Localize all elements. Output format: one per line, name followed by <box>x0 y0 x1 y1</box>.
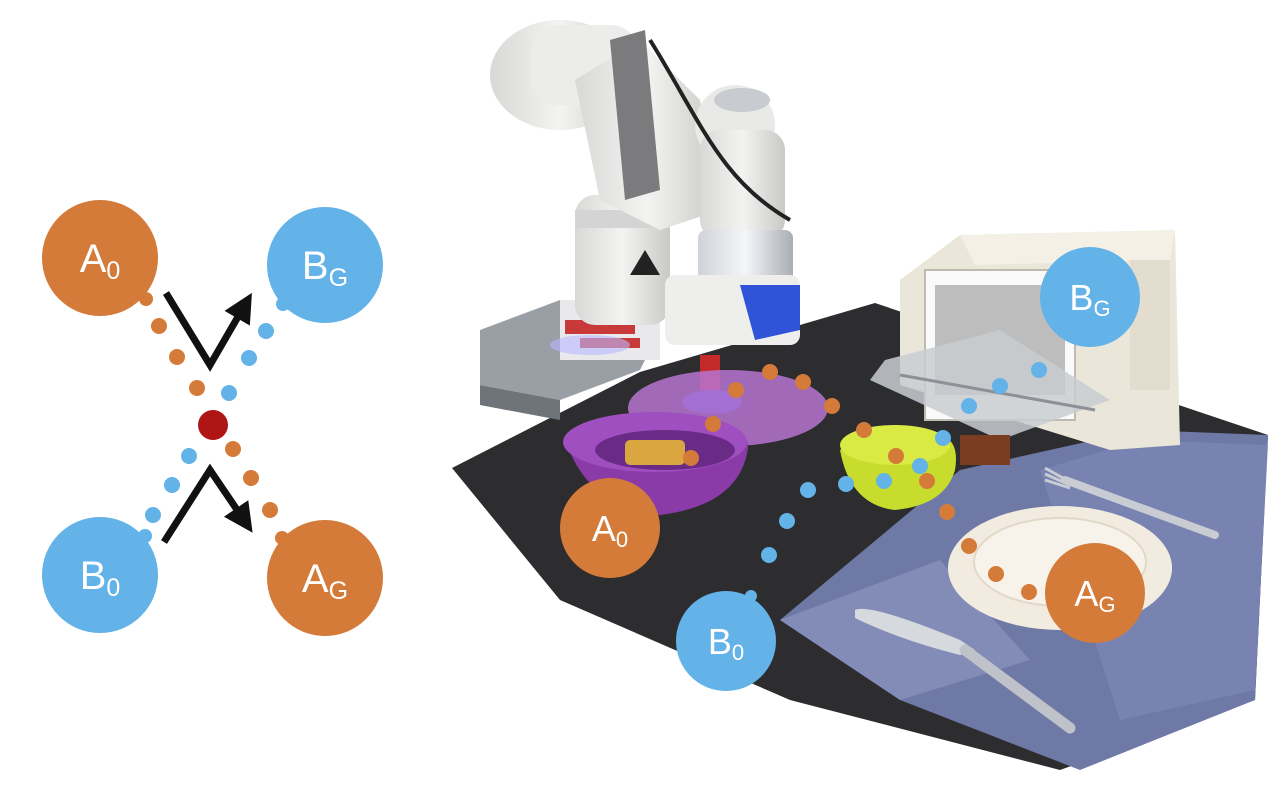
task-b-trajectory-dots <box>761 362 1047 563</box>
trajectory-dot <box>258 323 274 339</box>
trajectory-dot <box>800 482 816 498</box>
bubble-subscript: 0 <box>616 527 628 552</box>
trajectory-dot <box>761 547 777 563</box>
trajectory-dot <box>838 476 854 492</box>
trajectory-dot <box>705 416 721 432</box>
svg-text:A0: A0 <box>592 508 628 552</box>
trajectory-dot <box>988 566 1004 582</box>
trajectory-dot <box>151 318 167 334</box>
task-b-path-dots <box>145 323 274 523</box>
trajectory-dot <box>169 349 185 365</box>
trajectory-dot <box>241 350 257 366</box>
bubble-subscript: 0 <box>106 574 120 602</box>
task-a-trajectory-dots <box>683 364 1037 600</box>
trajectory-dot <box>683 450 699 466</box>
bubble-subscript: 0 <box>732 640 744 665</box>
trajectory-dot <box>856 422 872 438</box>
trajectory-dot <box>243 470 259 486</box>
trajectory-dot <box>145 507 161 523</box>
task-a-path-dots <box>151 318 278 518</box>
collision-point-icon <box>198 410 228 440</box>
trajectory-dot <box>992 378 1008 394</box>
bubble-b-start: B0 <box>42 517 158 633</box>
trajectory-dot <box>728 382 744 398</box>
bowl-icon <box>563 412 749 515</box>
trajectory-dot <box>935 430 951 446</box>
trajectory-dot <box>762 364 778 380</box>
svg-text:BG: BG <box>1069 277 1110 321</box>
trajectory-dot <box>779 513 795 529</box>
bubble-subscript: G <box>1093 296 1110 321</box>
trajectory-dot <box>919 473 935 489</box>
scene-bubble-b-start: B0 <box>676 590 776 691</box>
trajectory-dot <box>181 448 197 464</box>
robot-scene-illustration: A0 B0 BG AG <box>452 20 1268 770</box>
knife-icon <box>855 608 1076 734</box>
robot-arm-icon <box>490 20 800 345</box>
bubble-label: A <box>1074 573 1098 614</box>
trajectory-dot <box>795 374 811 390</box>
bubble-label: B <box>302 244 329 288</box>
trajectory-dot <box>961 538 977 554</box>
bubble-b-goal: BG <box>267 207 383 323</box>
bubble-label: B <box>1069 277 1093 318</box>
bubble-label: B <box>80 554 107 598</box>
bubble-subscript: G <box>329 264 348 292</box>
trajectory-dot <box>961 398 977 414</box>
bubble-label: A <box>80 237 107 281</box>
svg-text:A0: A0 <box>80 237 121 285</box>
svg-text:BG: BG <box>302 244 348 292</box>
schematic-diagram: A0 BG B0 AG <box>42 200 383 636</box>
trajectory-dot <box>888 448 904 464</box>
trajectory-dot <box>164 477 180 493</box>
trajectory-dot <box>1031 362 1047 378</box>
swap-arrow-icon <box>161 463 253 544</box>
svg-text:AG: AG <box>1074 573 1115 617</box>
trajectory-dot <box>225 441 241 457</box>
scene-bubble-a-goal: AG <box>1045 543 1145 643</box>
bubble-subscript: 0 <box>106 257 120 285</box>
scene-bubble-b-goal: BG <box>1040 247 1140 347</box>
bubble-a-goal: AG <box>267 520 383 636</box>
scene-bubble-a-start: A0 <box>560 478 660 578</box>
trajectory-dot <box>912 458 928 474</box>
trajectory-dot <box>189 380 205 396</box>
bubble-subscript: G <box>329 577 348 605</box>
svg-text:B0: B0 <box>708 621 744 665</box>
trajectory-dot <box>876 473 892 489</box>
trajectory-dot <box>221 385 237 401</box>
trajectory-dot <box>824 398 840 414</box>
svg-text:B0: B0 <box>80 554 121 602</box>
trajectory-dot <box>1021 584 1037 600</box>
trajectory-dot <box>939 504 955 520</box>
fork-icon <box>1044 466 1219 539</box>
bubble-a-start: A0 <box>42 200 158 316</box>
trajectory-dot <box>262 502 278 518</box>
bubble-label: A <box>592 508 616 549</box>
bubble-label: A <box>302 557 329 601</box>
svg-text:AG: AG <box>302 557 348 605</box>
bubble-label: B <box>708 621 732 662</box>
bubble-subscript: G <box>1098 592 1115 617</box>
swap-arrow-icon <box>163 291 252 372</box>
